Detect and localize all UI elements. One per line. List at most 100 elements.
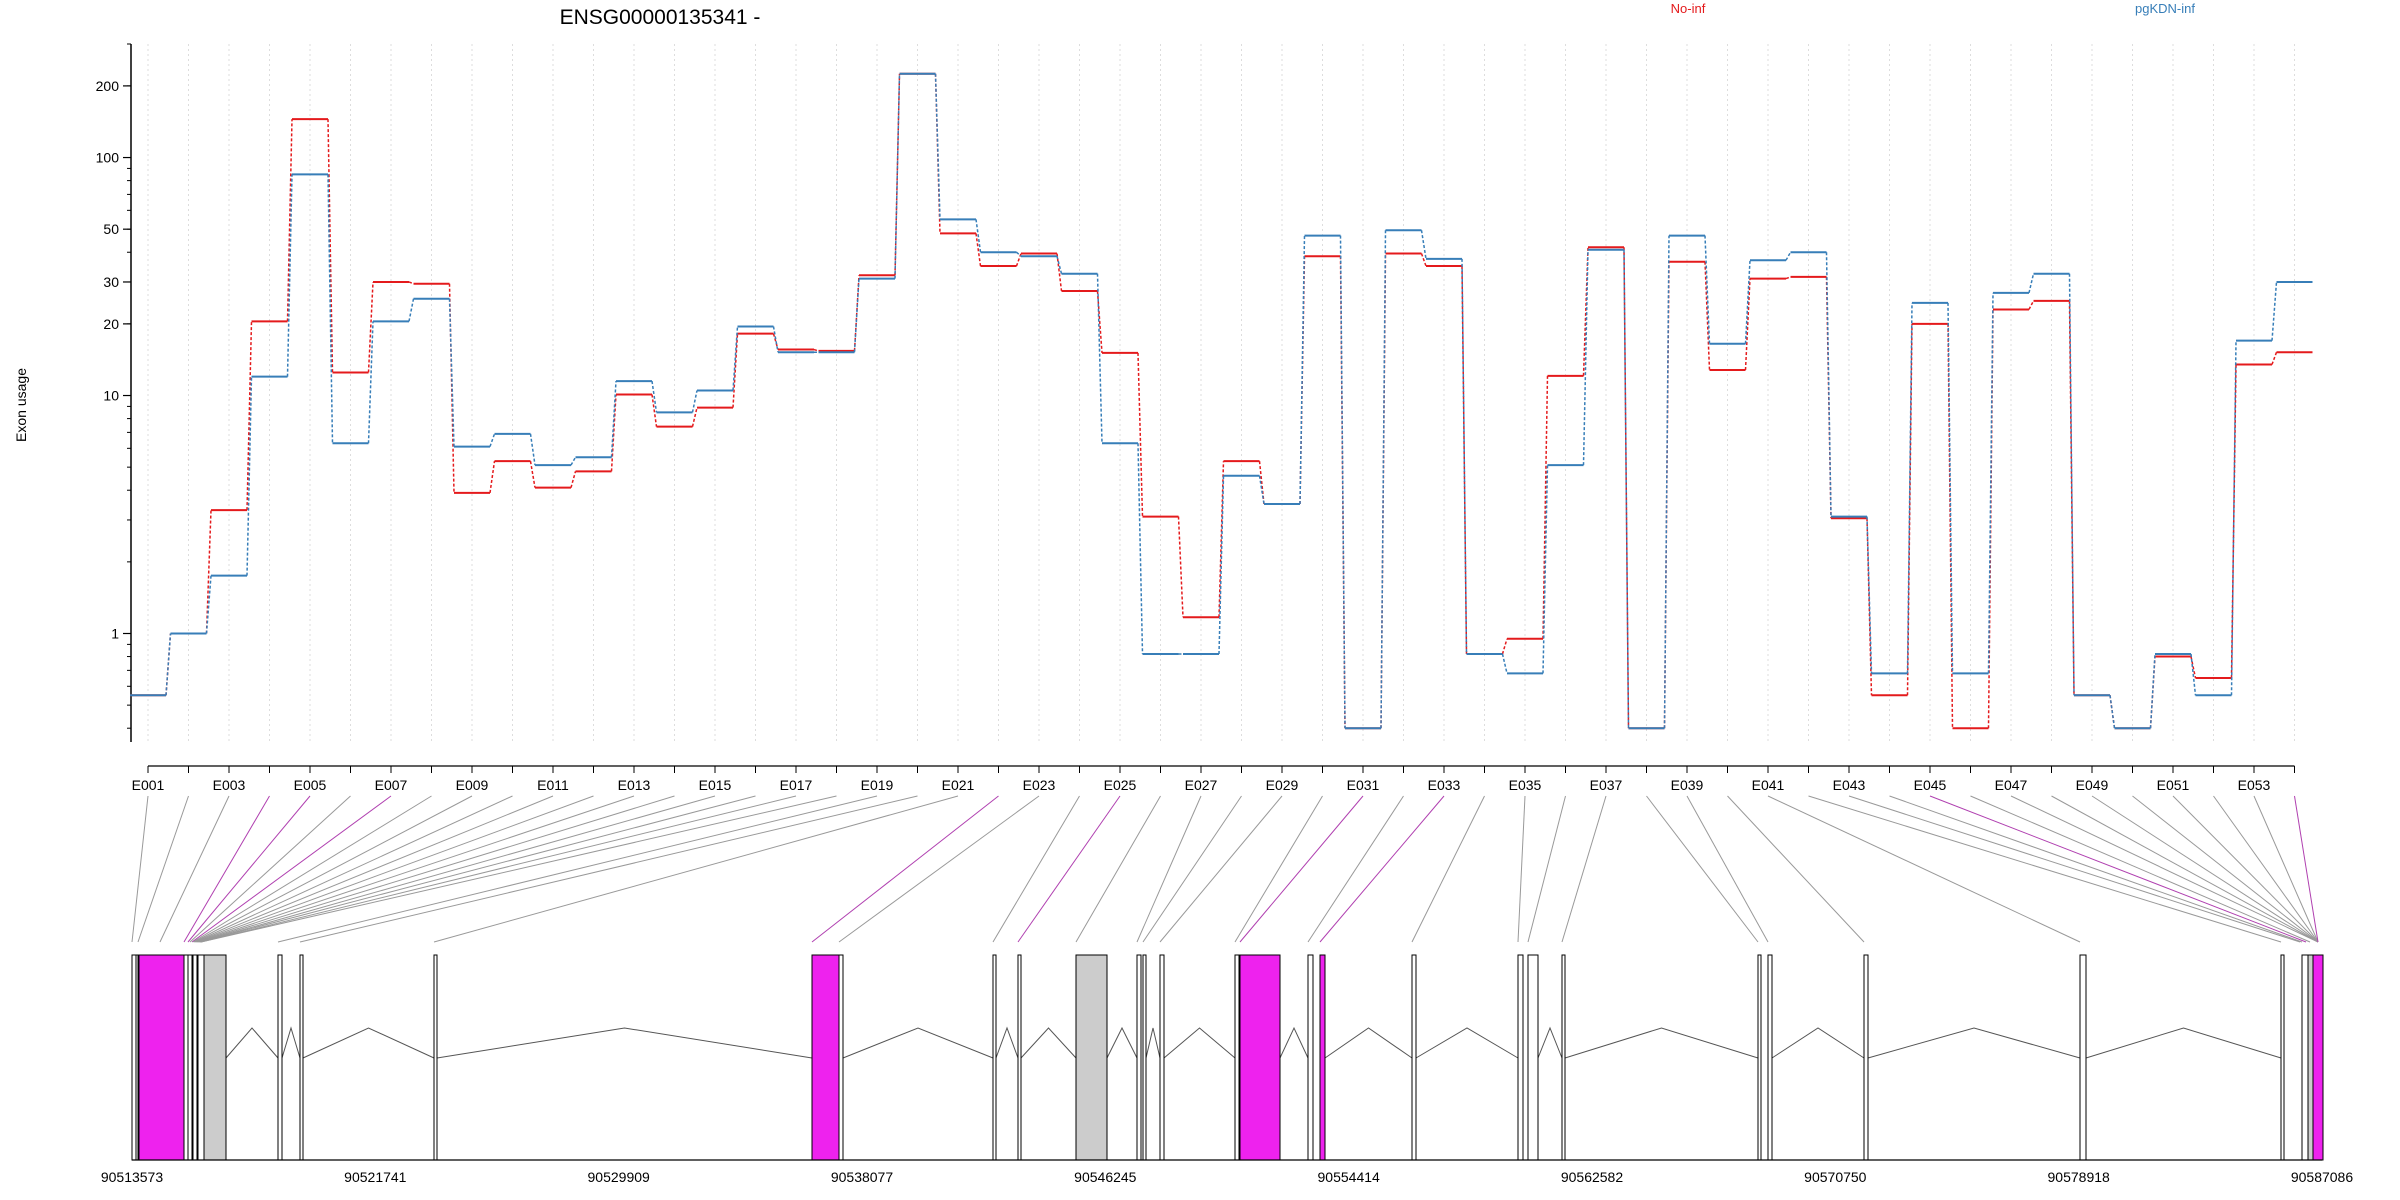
exon-box [1234, 954, 1240, 1161]
exon-box [433, 954, 438, 1161]
legend-pgkdn-inf: pgKDN-inf [2135, 1, 2195, 16]
legend-no-inf: No-inf [1671, 1, 1706, 16]
series-connector [691, 390, 698, 413]
y-tick-label: 50 [103, 221, 119, 237]
exon-connector [191, 795, 392, 943]
series-connector [2109, 695, 2116, 729]
series-connector [2271, 281, 2278, 341]
x-tick-label: E033 [1428, 777, 1461, 793]
series-connector [975, 233, 982, 267]
intron-line [1537, 1026, 1563, 1059]
coord-tick-label: 90562582 [1561, 1169, 1624, 1185]
series-connector [1501, 653, 1508, 674]
exon-connector [1159, 795, 1283, 943]
exon-box [135, 954, 139, 1161]
exon-box [203, 954, 227, 1161]
x-tick-label: E031 [1347, 777, 1380, 793]
x-tick-label: E017 [780, 777, 813, 793]
exon-box [1863, 954, 1869, 1161]
exon-box [1517, 954, 1524, 1161]
intron-line [1324, 1027, 1413, 1059]
series-connector [1663, 235, 1670, 729]
exon-connector [1808, 795, 2282, 943]
exon-connector [183, 795, 270, 943]
exon-connector [1889, 795, 2303, 943]
series-connector [1744, 260, 1751, 344]
exon-box [2079, 954, 2087, 1161]
series-connector [1096, 273, 1103, 444]
series-connector [1056, 253, 1063, 292]
series-connector [2230, 340, 2237, 696]
exon-box [1136, 954, 1142, 1161]
series-connector [1056, 256, 1063, 274]
exon-connector [1239, 795, 1364, 943]
exon-connector [1234, 795, 1323, 943]
series-connector [2028, 273, 2035, 294]
exon-box [2280, 954, 2285, 1161]
series-connector [1866, 518, 1873, 696]
exon-box [1561, 954, 1566, 1161]
x-tick-label: E015 [699, 777, 732, 793]
exon-connector [2294, 795, 2319, 943]
y-axis: 1 10 20 30 50 100 200 [96, 43, 132, 742]
exon-box [1142, 954, 1147, 1161]
series-connector [367, 321, 374, 444]
exon-box [2312, 954, 2324, 1161]
exon-connector [433, 795, 959, 943]
x-tick-label: E005 [294, 777, 327, 793]
exon-connector [2091, 795, 2319, 943]
series-connector [408, 281, 414, 285]
series-connector [1015, 253, 1022, 267]
x-tick-label: E011 [537, 777, 569, 793]
exon-connector [2051, 795, 2319, 943]
series-connector [853, 278, 860, 353]
intron-line [225, 1027, 279, 1059]
series-connector [408, 298, 415, 322]
exon-box [1767, 954, 1773, 1161]
series-connector [610, 381, 617, 458]
series-connector [570, 471, 577, 488]
series-connector [1987, 292, 1994, 674]
intron-line [436, 1027, 813, 1059]
coord-tick-label: 90546245 [1074, 1169, 1137, 1185]
exon-connector [1561, 795, 1607, 943]
intron-line [1106, 1026, 1138, 1059]
series-connector [1785, 251, 1792, 261]
gene-model [131, 954, 2324, 1161]
series-connector [1542, 375, 1549, 639]
intron-line [1279, 1026, 1309, 1059]
y-tick-label: 1 [111, 625, 119, 641]
series-connector [1947, 302, 1954, 674]
x-tick-label: E003 [213, 777, 246, 793]
exon-connector [992, 795, 1080, 943]
y-tick-label: 100 [96, 150, 120, 166]
exon-connector [299, 795, 918, 943]
exon-connector [2253, 795, 2319, 943]
intron-line [302, 1027, 435, 1059]
exon-box [1017, 954, 1022, 1161]
exon-box [1411, 954, 1417, 1161]
series-connector [1258, 475, 1265, 505]
coord-tick-label: 90513573 [101, 1169, 164, 1185]
series-connector [1744, 278, 1751, 371]
series-connector [448, 298, 455, 447]
coord-tick-label: 90521741 [344, 1169, 407, 1185]
series-connector [610, 394, 617, 472]
series-connector [813, 348, 819, 352]
exon-connector [199, 795, 716, 943]
series-connector [246, 321, 253, 511]
intron-line [1020, 1027, 1077, 1059]
series-connector [286, 119, 293, 322]
x-tick-label: E035 [1509, 777, 1542, 793]
x-tick-label: E013 [618, 777, 651, 793]
series-connector [894, 73, 901, 279]
intron-line [2085, 1027, 2282, 1059]
exon-box [299, 954, 304, 1161]
exon-box [197, 954, 205, 1161]
exon-connector [1411, 795, 1485, 943]
exon-box [192, 954, 198, 1161]
x-tick-label: E037 [1590, 777, 1623, 793]
exon-box [1307, 954, 1314, 1161]
exon-connector [200, 795, 837, 943]
